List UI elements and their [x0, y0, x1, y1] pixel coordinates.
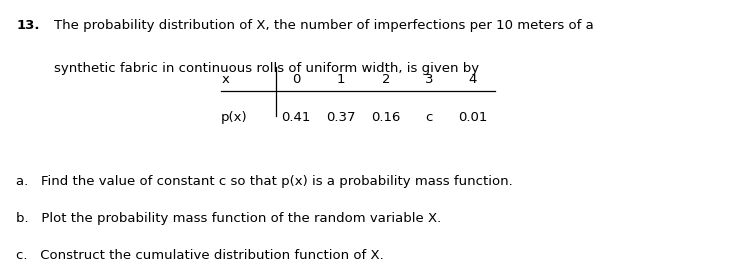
- Text: a.   Find the value of constant c so that p(x) is a probability mass function.: a. Find the value of constant c so that …: [16, 175, 513, 188]
- Text: 2: 2: [382, 73, 391, 85]
- Text: 13.: 13.: [16, 19, 40, 32]
- Text: 0.41: 0.41: [281, 111, 311, 124]
- Text: synthetic fabric in continuous rolls of uniform width, is given by: synthetic fabric in continuous rolls of …: [54, 62, 479, 75]
- Text: 0.37: 0.37: [326, 111, 356, 124]
- Text: 1: 1: [337, 73, 346, 85]
- Text: 0: 0: [292, 73, 301, 85]
- Text: p(x): p(x): [221, 111, 248, 124]
- Text: c: c: [425, 111, 433, 124]
- Text: c.   Construct the cumulative distribution function of X.: c. Construct the cumulative distribution…: [16, 249, 384, 262]
- Text: 4: 4: [468, 73, 477, 85]
- Text: The probability distribution of X, the number of imperfections per 10 meters of : The probability distribution of X, the n…: [54, 19, 594, 32]
- Text: 0.16: 0.16: [371, 111, 401, 124]
- Text: x: x: [221, 73, 230, 85]
- Text: 3: 3: [424, 73, 433, 85]
- Text: b.   Plot the probability mass function of the random variable X.: b. Plot the probability mass function of…: [16, 212, 442, 225]
- Text: 0.01: 0.01: [458, 111, 488, 124]
